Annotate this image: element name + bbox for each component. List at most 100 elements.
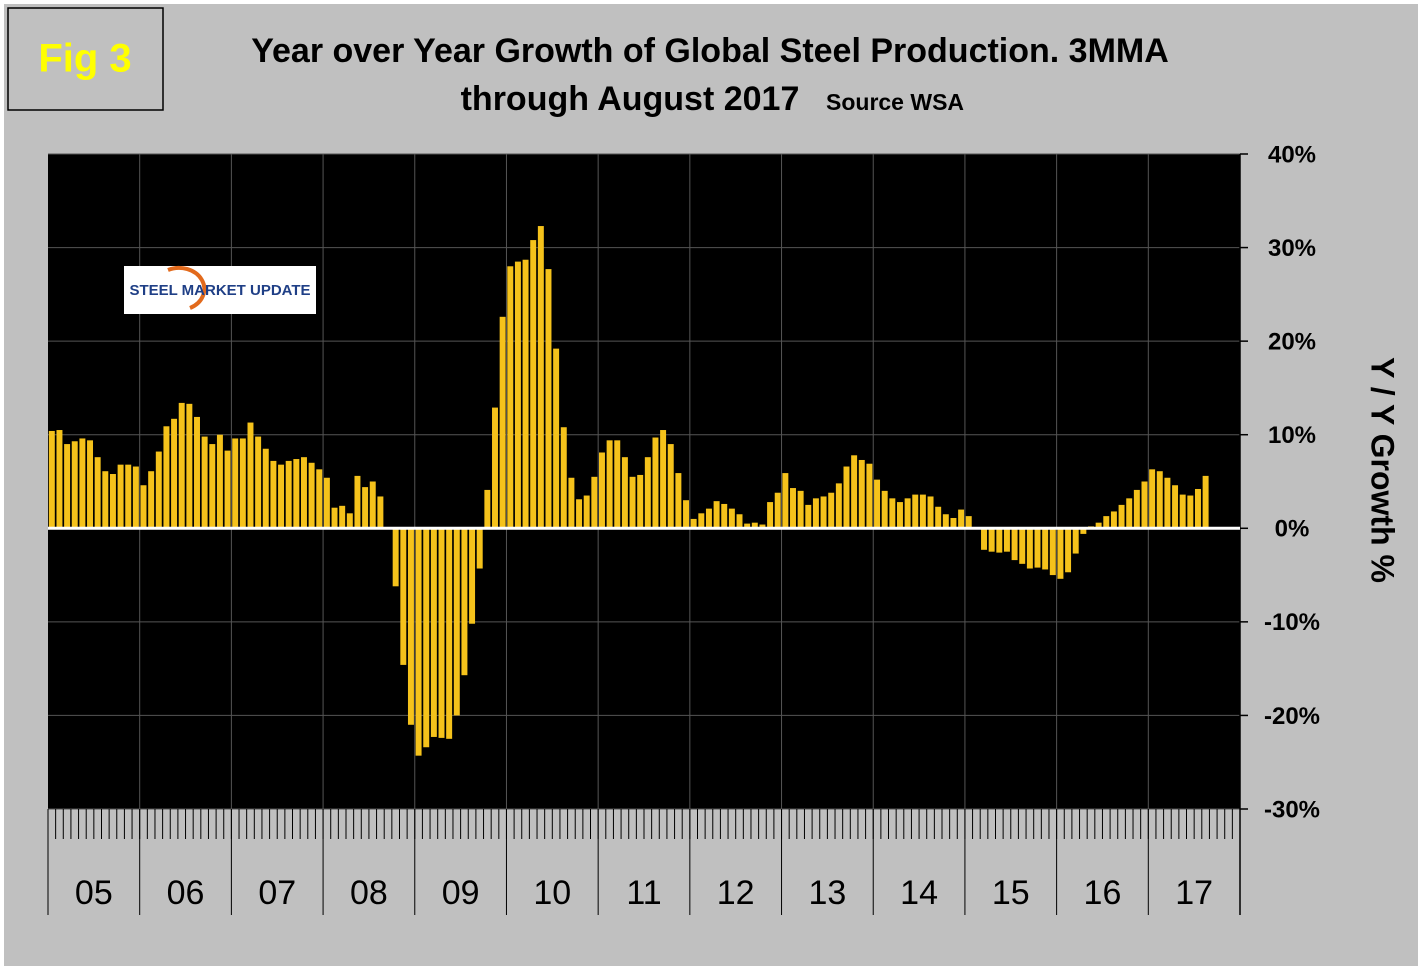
bar <box>492 407 498 529</box>
bar <box>71 441 78 529</box>
bar <box>591 476 598 529</box>
bar <box>981 528 988 550</box>
bar <box>232 438 239 529</box>
bar <box>728 508 735 529</box>
bar <box>109 474 116 529</box>
bar <box>285 460 292 529</box>
bar <box>339 505 346 529</box>
bar <box>950 517 957 529</box>
bar <box>163 426 170 529</box>
bar <box>1187 495 1194 529</box>
bar <box>1141 481 1148 529</box>
bar <box>278 464 285 529</box>
bar <box>1049 528 1056 576</box>
y-tick-label: 40% <box>1268 141 1316 168</box>
bar <box>247 422 254 529</box>
bar <box>507 266 514 529</box>
bar <box>537 226 544 529</box>
bar <box>583 495 590 529</box>
bar <box>896 502 903 529</box>
y-tick-label: -10% <box>1264 609 1320 636</box>
logo-arc <box>167 265 207 310</box>
bar <box>171 418 178 529</box>
x-group-label: 17 <box>1175 874 1213 912</box>
bar <box>927 496 934 529</box>
bar <box>1179 494 1186 529</box>
bar <box>812 498 819 529</box>
x-group-label: 10 <box>533 874 571 912</box>
x-group-label: 08 <box>350 874 388 912</box>
bar <box>430 528 437 737</box>
y-tick-label: 30% <box>1268 235 1316 262</box>
bar <box>560 427 567 529</box>
bar <box>1164 477 1171 529</box>
bar <box>1003 528 1010 552</box>
bar <box>835 483 842 529</box>
bar <box>996 528 1003 553</box>
fig-box <box>7 7 164 111</box>
bar <box>683 500 690 529</box>
bar <box>935 506 942 529</box>
logo-text: STEEL MARKET UPDATE <box>129 282 310 299</box>
x-group-label: 16 <box>1084 874 1122 912</box>
bar <box>606 440 613 529</box>
bar <box>660 430 667 529</box>
bar <box>102 471 109 529</box>
bar <box>667 444 674 529</box>
x-group-label: 13 <box>808 874 846 912</box>
bar <box>469 528 476 624</box>
bar <box>675 473 682 529</box>
bar <box>1026 528 1033 569</box>
bar <box>514 261 521 529</box>
bar <box>805 504 812 529</box>
x-group-label: 07 <box>258 874 296 912</box>
bar <box>316 469 323 529</box>
bar <box>1194 488 1201 529</box>
bar <box>644 457 651 529</box>
bar <box>881 490 888 529</box>
bar <box>576 499 583 529</box>
bar <box>820 496 827 529</box>
bar <box>1065 528 1072 573</box>
bar <box>553 348 560 529</box>
logo-box <box>124 266 316 314</box>
x-group-label: 11 <box>626 874 661 912</box>
x-group-label: 14 <box>900 874 938 912</box>
bar <box>1019 528 1026 564</box>
bar <box>194 416 200 529</box>
chart-title: Year over Year Growth of Global Steel Pr… <box>251 32 1169 70</box>
bar <box>415 528 422 756</box>
bar <box>155 451 162 529</box>
bar <box>148 471 155 529</box>
bar <box>1057 528 1064 579</box>
bar <box>736 514 743 529</box>
plot-area <box>48 154 1240 809</box>
bar <box>1110 511 1117 529</box>
bar <box>209 444 216 529</box>
bar <box>1080 528 1087 534</box>
bar <box>751 522 758 529</box>
bar <box>407 528 414 725</box>
bar <box>843 466 850 529</box>
bar <box>362 487 369 529</box>
source: Source WSA <box>826 89 964 115</box>
bar <box>392 528 399 587</box>
bar <box>308 462 315 529</box>
fig-label: Fig 3 <box>38 37 131 81</box>
bar <box>858 459 865 529</box>
bar <box>965 516 972 529</box>
bar <box>132 466 139 529</box>
bar <box>446 528 453 739</box>
bar <box>744 523 751 529</box>
bar <box>438 528 445 738</box>
bar <box>239 438 246 529</box>
bar <box>1133 489 1140 529</box>
bar <box>1156 471 1163 529</box>
bar <box>56 430 63 529</box>
bar <box>186 403 193 529</box>
bar <box>1172 485 1179 529</box>
bar <box>354 475 361 529</box>
bar <box>1042 528 1049 570</box>
